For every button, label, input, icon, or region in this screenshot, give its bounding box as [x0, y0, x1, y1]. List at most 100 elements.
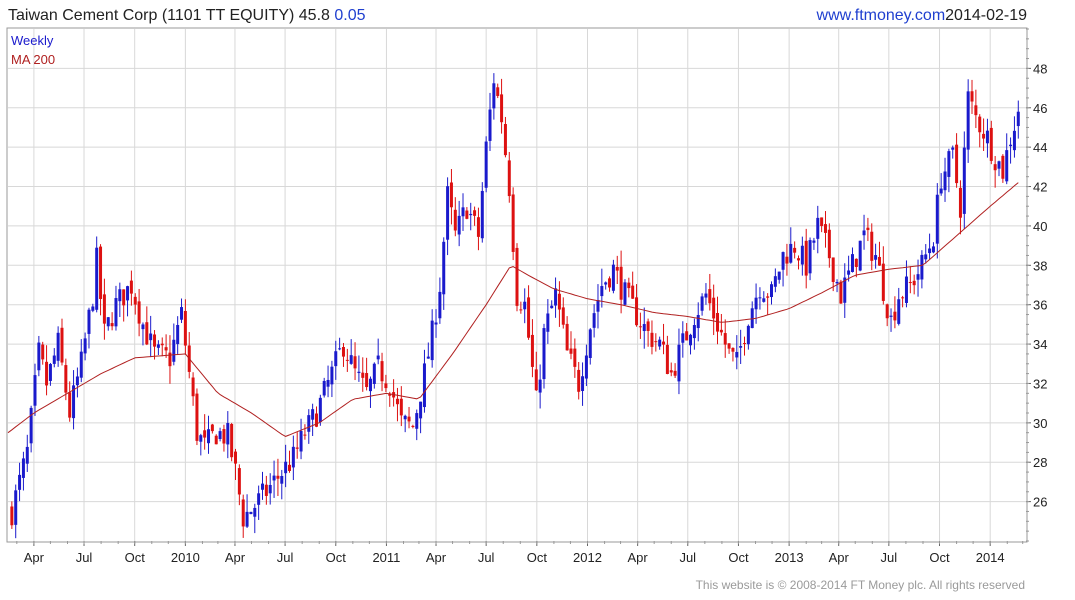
candle-body: [453, 209, 457, 231]
candle-body: [523, 301, 527, 310]
candle-body: [650, 332, 654, 347]
candle-body: [480, 190, 484, 239]
candle-body: [843, 277, 847, 303]
candle-body: [716, 312, 720, 332]
candle-body: [326, 379, 330, 387]
legend-ma200: MA 200: [11, 52, 55, 67]
candle-body: [762, 298, 766, 302]
candle-body: [384, 383, 388, 389]
y-tick-label: 26: [1033, 495, 1047, 510]
candle-body: [399, 398, 403, 416]
y-tick-label: 38: [1033, 258, 1047, 273]
candle-body: [141, 324, 145, 330]
candle-body: [712, 297, 716, 319]
candle-body: [770, 284, 773, 298]
candle-body: [538, 379, 542, 393]
candle-body: [835, 281, 839, 284]
candle-body: [820, 217, 824, 227]
candle-body: [608, 278, 612, 288]
candle-body: [37, 342, 41, 371]
x-tick-label: Jul: [478, 550, 495, 565]
y-tick-label: 44: [1033, 140, 1047, 155]
candle-body: [72, 385, 76, 419]
candle-body: [176, 324, 180, 345]
x-tick-label: 2012: [573, 550, 602, 565]
candle-body: [530, 334, 534, 367]
candle-body: [812, 240, 816, 243]
candle-body: [831, 257, 835, 282]
candle-body: [743, 343, 747, 345]
candle-body: [469, 213, 473, 216]
candle-body: [129, 280, 133, 294]
candle-body: [550, 305, 554, 309]
candle-body: [322, 380, 326, 396]
candle-body: [137, 301, 141, 324]
candle-body: [407, 416, 411, 422]
candle-body: [673, 370, 677, 376]
candle-body: [704, 293, 708, 298]
candle-body: [496, 87, 500, 96]
candle-body: [195, 393, 199, 441]
x-tick-label: 2010: [171, 550, 200, 565]
candle-body: [557, 293, 561, 310]
candle-body: [172, 339, 176, 362]
candle-body: [261, 483, 264, 490]
candle-body: [503, 124, 507, 156]
candle-body: [689, 334, 693, 346]
candle-body: [978, 116, 982, 133]
candle-body: [662, 341, 666, 345]
candle-body: [692, 325, 696, 339]
candle-body: [735, 351, 739, 358]
candle-body: [183, 311, 187, 346]
candle-body: [438, 291, 442, 319]
candle-body: [338, 348, 342, 350]
candle-body: [465, 210, 469, 219]
x-tick-label: Oct: [527, 550, 548, 565]
candle-body: [569, 348, 573, 354]
candle-body: [10, 506, 14, 526]
candle-body: [191, 377, 195, 397]
candle-body: [114, 298, 118, 327]
ma200-line: [7, 182, 1019, 437]
candle-body: [276, 475, 280, 479]
candle-body: [241, 499, 245, 527]
candle-body: [989, 127, 993, 161]
candle-body: [527, 297, 531, 338]
candle-body: [654, 341, 658, 343]
candle-body: [997, 161, 1001, 169]
candle-body: [889, 315, 893, 317]
candle-body: [295, 447, 299, 449]
candle-body: [808, 240, 812, 274]
candle-body: [353, 356, 357, 369]
candle-body: [823, 224, 827, 233]
candle-body: [484, 141, 488, 188]
candle-body: [515, 247, 519, 306]
candle-body: [958, 187, 962, 218]
x-tick-label: Apr: [829, 550, 850, 565]
candle-body: [708, 289, 712, 304]
candle-body: [492, 83, 496, 109]
site-link[interactable]: www.ftmoney.com: [816, 7, 946, 24]
candle-body: [160, 343, 164, 346]
candle-body: [434, 322, 438, 325]
candle-body: [611, 264, 615, 291]
candle-body: [966, 91, 970, 150]
candle-body: [87, 309, 91, 334]
y-tick-label: 28: [1033, 455, 1047, 470]
candle-body: [916, 274, 920, 280]
candle-body: [203, 430, 207, 438]
candle-body: [41, 344, 45, 360]
x-tick-label: Oct: [125, 550, 146, 565]
candle-body: [604, 282, 608, 285]
x-tick-label: Apr: [426, 550, 447, 565]
candle-body: [122, 289, 126, 306]
candle-body: [237, 468, 241, 495]
candle-body: [588, 329, 592, 358]
candle-body: [145, 322, 149, 345]
candle-body: [56, 332, 60, 361]
candle-body: [542, 328, 546, 380]
candle-body: [681, 333, 685, 343]
candle-body: [280, 475, 284, 484]
candle-body: [272, 475, 276, 481]
candle-body: [457, 215, 461, 235]
